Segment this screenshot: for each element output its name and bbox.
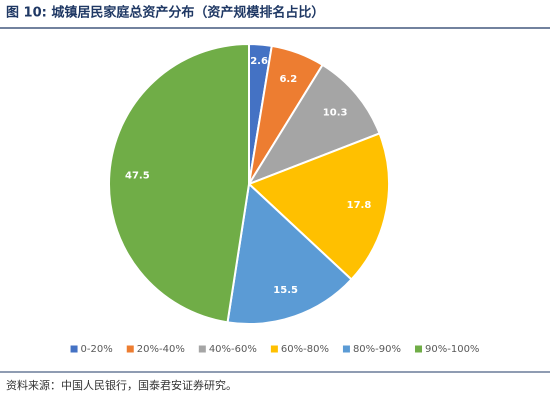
legend-swatch (126, 345, 134, 353)
pie-slice (108, 42, 250, 324)
legend-swatch (270, 345, 278, 353)
source-note: 资料来源：中国人民银行，国泰君安证券研究。 (6, 378, 237, 392)
pie-slice (247, 132, 390, 281)
legend-label: 60%-80% (281, 344, 329, 355)
pie-slice (226, 181, 353, 325)
data-label: 2.6 (250, 56, 268, 67)
pie-slice (246, 63, 381, 187)
legend-label: 0-20% (81, 344, 113, 355)
data-label: 15.5 (273, 285, 298, 296)
legend-swatch (198, 345, 206, 353)
data-label: 6.2 (279, 74, 297, 85)
data-label: 47.5 (125, 170, 150, 181)
pie: 2.6 6.2 10.3 17.8 15.5 47.5 (108, 42, 390, 325)
legend: 0-20% 20%-40% 40%-60% 60%-80% 80%-90% 90%-100… (70, 344, 479, 355)
data-label: 10.3 (323, 107, 348, 118)
legend-label: 20%-40% (137, 344, 185, 355)
legend-swatch (415, 345, 423, 353)
legend-swatch (70, 345, 78, 353)
legend-label: 90%-100% (425, 344, 479, 355)
legend-label: 80%-90% (353, 344, 401, 355)
legend-swatch (342, 345, 350, 353)
data-label: 17.8 (347, 200, 372, 211)
chart-title: 图 10: 城镇居民家庭总资产分布（资产规模排名占比） (6, 5, 324, 21)
legend-label: 40%-60% (209, 344, 257, 355)
